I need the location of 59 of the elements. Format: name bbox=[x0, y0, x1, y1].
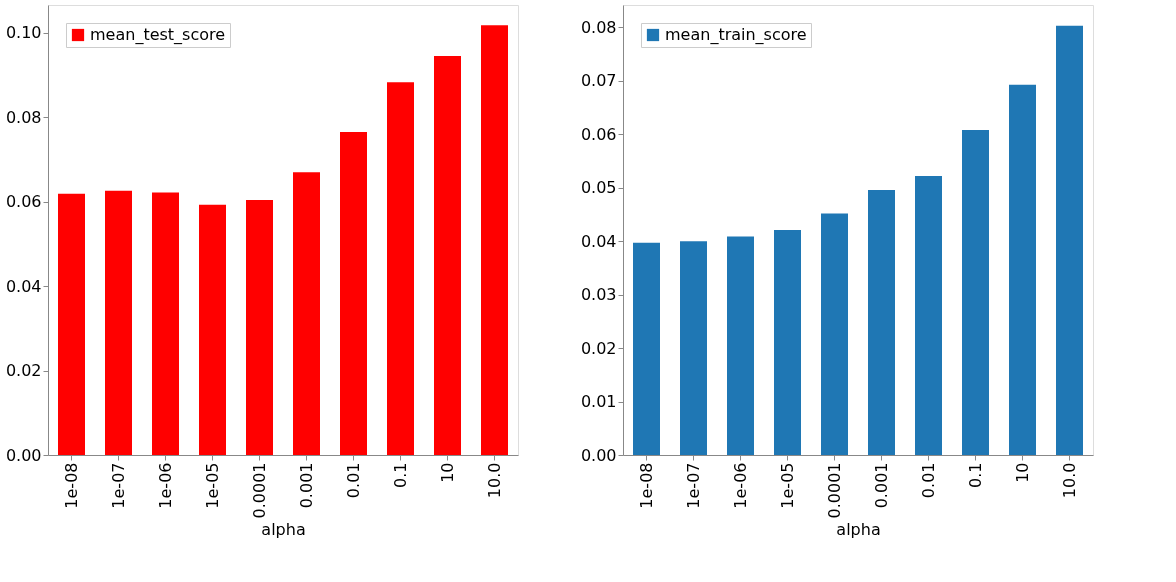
bar bbox=[680, 241, 707, 455]
bar bbox=[293, 172, 320, 455]
bar bbox=[1009, 84, 1036, 455]
x-tick-label: 1e-05 bbox=[777, 462, 797, 509]
x-tick-label: 1e-06 bbox=[155, 462, 175, 509]
x-axis-title: alpha bbox=[261, 520, 306, 540]
bar bbox=[821, 213, 848, 455]
x-tick-label: 1e-08 bbox=[61, 462, 81, 509]
x-tick-label: 1e-07 bbox=[108, 462, 128, 509]
bar bbox=[152, 192, 179, 455]
x-tick-label: 10.0 bbox=[1059, 462, 1079, 499]
x-tick-label: 1e-07 bbox=[683, 462, 703, 509]
y-tick-label: 0.08 bbox=[5, 107, 42, 127]
bar bbox=[633, 242, 660, 455]
x-axis-title: alpha bbox=[836, 520, 881, 540]
y-tick-label: 0.02 bbox=[5, 361, 42, 381]
x-tick-label: 1e-08 bbox=[636, 462, 656, 509]
bar bbox=[962, 130, 989, 455]
x-tick-label: 1e-06 bbox=[730, 462, 750, 509]
legend-label: mean_train_score bbox=[665, 25, 807, 45]
legend-label: mean_test_score bbox=[90, 25, 226, 45]
bar bbox=[340, 132, 367, 455]
y-tick-label: 0.00 bbox=[580, 445, 617, 465]
bar bbox=[387, 82, 414, 455]
bar bbox=[727, 236, 754, 455]
bar bbox=[246, 200, 273, 455]
x-tick-label: 0.01 bbox=[918, 462, 938, 499]
x-tick-label: 0.01 bbox=[343, 462, 363, 499]
y-tick-label: 0.07 bbox=[580, 71, 617, 91]
y-tick-label: 0.04 bbox=[5, 276, 42, 296]
bar bbox=[915, 176, 942, 455]
bar bbox=[774, 230, 801, 455]
x-tick-label: 0.001 bbox=[871, 462, 891, 509]
y-tick-label: 0.05 bbox=[580, 178, 617, 198]
bar bbox=[481, 25, 508, 455]
bar bbox=[58, 193, 85, 455]
bar bbox=[434, 56, 461, 455]
y-tick-label: 0.08 bbox=[580, 17, 617, 37]
bar bbox=[199, 204, 226, 455]
bar bbox=[1056, 25, 1083, 455]
x-tick-label: 0.0001 bbox=[824, 462, 844, 519]
bar bbox=[868, 189, 895, 455]
x-tick-label: 10 bbox=[1012, 462, 1032, 483]
y-tick-label: 0.01 bbox=[580, 392, 617, 412]
y-tick-label: 0.06 bbox=[5, 192, 42, 212]
x-tick-label: 0.001 bbox=[296, 462, 316, 509]
x-tick-label: 10 bbox=[437, 462, 457, 483]
x-tick-label: 0.1 bbox=[965, 462, 985, 488]
bar bbox=[105, 190, 132, 455]
x-tick-label: 1e-05 bbox=[202, 462, 222, 509]
x-tick-label: 10.0 bbox=[484, 462, 504, 499]
y-tick-label: 0.04 bbox=[580, 231, 617, 251]
y-tick-label: 0.10 bbox=[5, 23, 42, 43]
y-tick-label: 0.06 bbox=[580, 124, 617, 144]
y-tick-label: 0.03 bbox=[580, 285, 617, 305]
x-tick-label: 0.1 bbox=[390, 462, 410, 488]
x-tick-label: 0.0001 bbox=[249, 462, 269, 519]
y-tick-label: 0.02 bbox=[580, 338, 617, 358]
y-tick-label: 0.00 bbox=[5, 445, 42, 465]
